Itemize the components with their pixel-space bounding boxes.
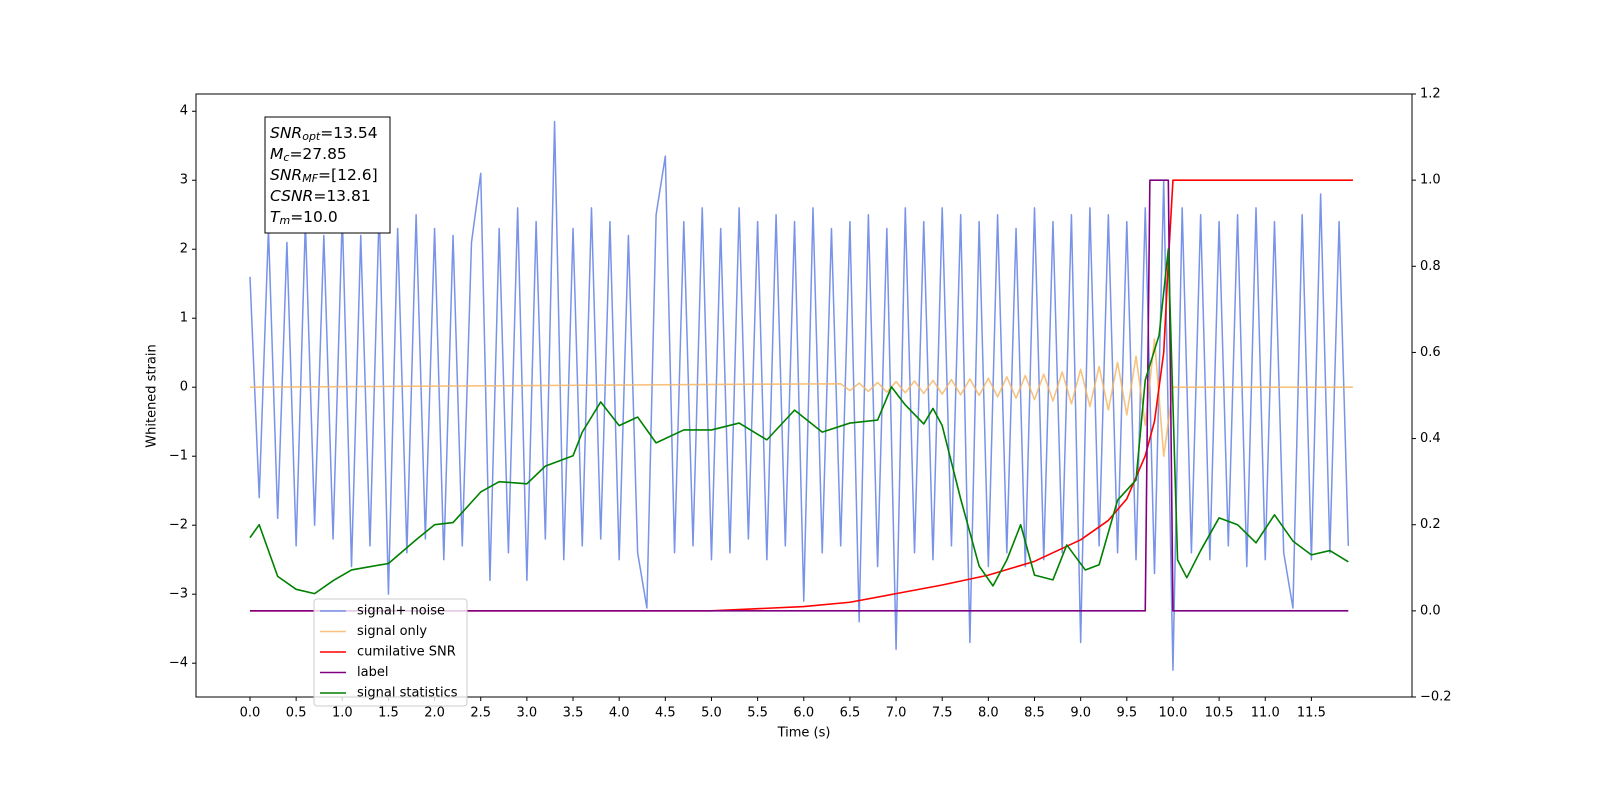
y-tick-label: 2 [180, 242, 188, 257]
legend-label: signal only [357, 624, 427, 639]
x-tick-label: 8.0 [978, 706, 999, 721]
annotation-frame [264, 116, 391, 234]
value-text: =[12.6] [318, 166, 378, 184]
x-tick-label: 5.5 [747, 706, 768, 721]
x-tick-label: 6.0 [793, 706, 814, 721]
x-tick-label: 11.0 [1251, 706, 1280, 721]
x-tick-label: 4.5 [655, 706, 676, 721]
y2-tick-label: 1.2 [1420, 87, 1441, 102]
x-tick-label: 1.0 [332, 706, 353, 721]
legend-label: signal statistics [357, 686, 458, 701]
annotation-box: SNRopt=13.54Mc=27.85SNRMF=[12.6]CSNR=13.… [264, 116, 391, 234]
x-tick-label: 9.5 [1116, 706, 1137, 721]
symbol: T [270, 208, 281, 226]
series-line [249, 120, 1350, 671]
annotation-line: Tm=10.0 [270, 208, 338, 228]
x-tick-label: 4.0 [609, 706, 630, 721]
y-tick-label: −2 [169, 518, 188, 533]
x-tick-label: 10.0 [1158, 706, 1187, 721]
y2-tick-label: −0.2 [1420, 690, 1452, 705]
annotation-line: CSNR=13.81 [270, 187, 371, 205]
subscript: m [279, 214, 290, 227]
value-text: =13.54 [320, 124, 377, 142]
annotation-line: Mc=27.85 [270, 145, 347, 165]
symbol: M [270, 145, 283, 163]
y2-tick-label: 0.2 [1420, 517, 1441, 532]
x-tick-label: 6.5 [840, 706, 861, 721]
x-tick-label: 3.5 [563, 706, 584, 721]
subscript: opt [302, 130, 321, 143]
series-line [249, 179, 1349, 612]
y-tick-label: −3 [169, 587, 188, 602]
subscript: MF [302, 172, 318, 185]
x-tick-label: 1.5 [378, 706, 399, 721]
plot-area [249, 120, 1353, 671]
x-tick-label: 2.5 [470, 706, 491, 721]
symbol: SNR [270, 124, 302, 142]
y2-tick-label: 1.0 [1420, 173, 1441, 188]
y-tick-label: 0 [180, 380, 188, 395]
y-tick-label: 1 [180, 311, 188, 326]
series-line [249, 179, 1353, 612]
x-tick-label: 7.0 [886, 706, 907, 721]
x-tick-label: 8.5 [1024, 706, 1045, 721]
y2-tick-label: 0.6 [1420, 345, 1441, 360]
y-axis-label: Whitened strain [145, 344, 160, 447]
x-tick-label: 2.0 [424, 706, 445, 721]
legend: signal+ noise signal only cumilative SNR la… [313, 598, 468, 707]
y2-tick-label: 0.8 [1420, 259, 1441, 274]
value-text: =27.85 [289, 145, 346, 163]
y2-tick-label: 0.0 [1420, 603, 1441, 618]
series-line [249, 248, 1349, 595]
y-tick-label: −1 [169, 449, 188, 464]
x-tick-label: 7.5 [932, 706, 953, 721]
y-tick-label: 3 [180, 173, 188, 188]
x-tick-label: 0.5 [286, 706, 307, 721]
y-tick-label: 4 [180, 104, 188, 119]
x-axis-label: Time (s) [777, 726, 831, 741]
y2-tick-label: 0.4 [1420, 431, 1441, 446]
x-tick-label: 5.0 [701, 706, 722, 721]
annotation-line: SNRopt=13.54 [270, 124, 378, 144]
subscript: c [283, 151, 289, 164]
symbol: CSNR [270, 187, 313, 205]
legend-frame [313, 598, 468, 707]
x-tick-label: 10.5 [1205, 706, 1234, 721]
plot-frame [195, 93, 1413, 698]
value-text: =13.81 [313, 187, 370, 205]
x-tick-label: 3.0 [517, 706, 538, 721]
annotation-line: SNRMF=[12.6] [270, 166, 378, 186]
value-text: =10.0 [290, 208, 338, 226]
legend-label: label [357, 665, 388, 680]
x-tick-label: 11.5 [1297, 706, 1326, 721]
y-tick-label: −4 [169, 656, 188, 671]
x-tick-label: 0.0 [240, 706, 261, 721]
symbol: SNR [270, 166, 302, 184]
x-tick-label: 9.0 [1070, 706, 1091, 721]
legend-label: signal+ noise [357, 604, 445, 619]
legend-label: cumilative SNR [357, 645, 456, 660]
